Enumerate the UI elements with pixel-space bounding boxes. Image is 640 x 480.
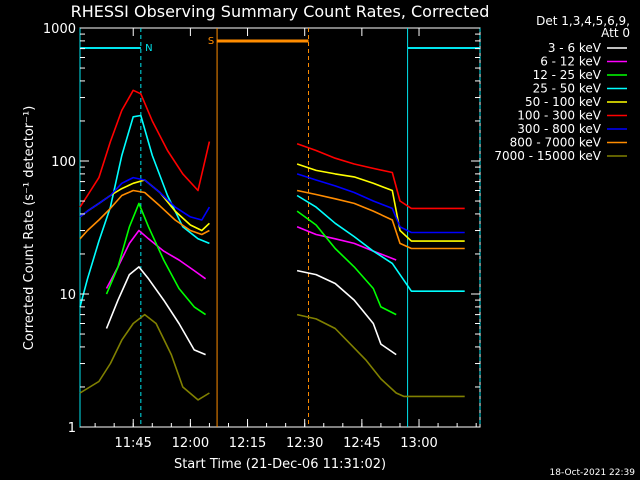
- x-tick-label-1: 12:00: [172, 436, 209, 451]
- series-line-6-seg-1: [296, 173, 465, 234]
- series-line-8-seg-1: [296, 313, 465, 398]
- legend-label-4: 50 - 100 keV: [525, 95, 602, 109]
- series-line-4-seg-0: [79, 179, 210, 232]
- x-tick-label-3: 12:30: [286, 436, 323, 451]
- series-line-3-seg-0: [79, 114, 210, 308]
- series-line-3-seg-1: [296, 194, 465, 293]
- series-line-2-seg-0: [105, 202, 207, 316]
- legend-label-7: 800 - 7000 keV: [510, 136, 602, 150]
- legend-header-line-2: Att 0: [601, 26, 630, 40]
- annotation-label-N: N: [145, 43, 152, 54]
- legend-label-3: 25 - 50 keV: [533, 82, 602, 96]
- x-tick-label-4: 12:45: [343, 436, 380, 451]
- series-line-5-seg-1: [296, 142, 465, 210]
- y-tick-label-0: 1: [68, 421, 76, 436]
- series-line-5-seg-0: [79, 89, 211, 208]
- legend-label-5: 100 - 300 keV: [517, 109, 601, 123]
- series-line-8-seg-0: [79, 313, 210, 401]
- footer-timestamp: 18-Oct-2021 22:39: [550, 468, 636, 478]
- annotation-label-S: S: [208, 36, 214, 47]
- x-axis-label: Start Time (21-Dec-06 11:31:02): [174, 457, 386, 472]
- chart-title: RHESSI Observing Summary Count Rates, Co…: [71, 2, 490, 21]
- series-line-4-seg-1: [296, 163, 465, 242]
- series-line-6-seg-0: [79, 176, 211, 221]
- plot-area: NS: [79, 27, 481, 428]
- series-line-1-seg-1: [296, 226, 397, 261]
- legend-label-0: 3 - 6 keV: [548, 41, 602, 55]
- series-line-1-seg-0: [105, 229, 207, 289]
- x-tick-label-2: 12:15: [229, 436, 266, 451]
- legend-header-line-1: Det 1,3,4,5,6,9,: [536, 14, 630, 28]
- legend-label-6: 300 - 800 keV: [517, 122, 601, 136]
- series-line-2-seg-1: [296, 210, 397, 316]
- series-line-0-seg-0: [105, 266, 206, 356]
- y-tick-label-1: 10: [59, 288, 76, 303]
- x-tick-label-0: 11:45: [114, 436, 151, 451]
- legend-label-8: 7000 - 15000 keV: [494, 149, 601, 163]
- y-tick-label-3: 1000: [43, 22, 76, 37]
- y-axis-label: Corrected Count Rate (s⁻¹ detector⁻¹): [22, 106, 37, 351]
- series-line-7-seg-1: [296, 189, 465, 250]
- plot-frame: [79, 27, 481, 428]
- legend-label-2: 12 - 25 keV: [533, 68, 602, 82]
- y-tick-label-2: 100: [51, 155, 76, 170]
- x-tick-label-5: 13:00: [400, 436, 437, 451]
- legend-label-1: 6 - 12 keV: [540, 55, 602, 69]
- series-line-0-seg-1: [296, 269, 397, 356]
- axis-ticks: 11:45 12:00 12:15 12:30 12:45 13:00 1 10 100 1000: [43, 22, 480, 451]
- series-line-7-seg-0: [79, 189, 210, 240]
